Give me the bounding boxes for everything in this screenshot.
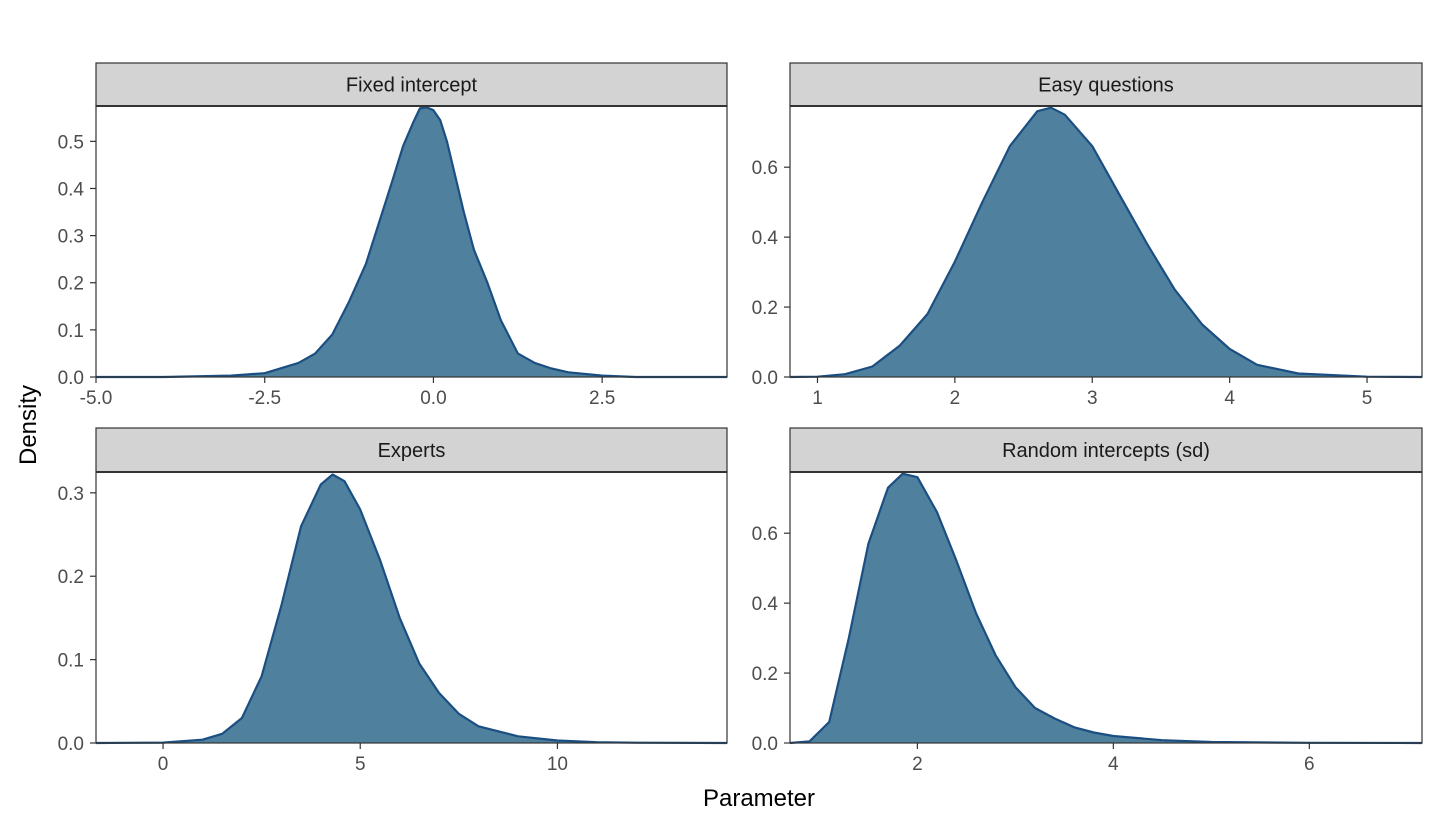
- x-tick-label: 5: [1362, 388, 1373, 409]
- panels: Fixed intercept -5.0 -2.5 0.0 2.5 0.0 0.1 0.2 0.…: [58, 62, 1423, 775]
- y-tick-label: 0.3: [58, 227, 84, 248]
- facet-strip-label: Fixed intercept: [346, 75, 478, 97]
- facet-strip-label: Random intercepts (sd): [1002, 440, 1210, 462]
- x-tick-label: 2: [950, 388, 961, 409]
- facet-panel: Random intercepts (sd) 2 4 6 0.0 0.2 0.4 0.6: [752, 427, 1423, 775]
- facet-strip: [95, 427, 728, 473]
- x-tick-label: 4: [1108, 754, 1119, 775]
- x-tick-label: 2: [912, 754, 923, 775]
- x-tick-label: -5.0: [80, 388, 113, 409]
- x-tick-label: -2.5: [248, 388, 281, 409]
- y-tick-label: 0.0: [58, 734, 84, 755]
- y-tick-label: 0.3: [58, 484, 84, 505]
- y-tick-label: 0.4: [752, 594, 779, 615]
- y-tick-label: 0.4: [58, 179, 85, 200]
- x-tick-label: 10: [547, 754, 568, 775]
- density-line: [789, 106, 1423, 379]
- x-tick-label: 1: [812, 388, 823, 409]
- density-area: [96, 474, 727, 743]
- x-tick-label: 2.5: [589, 388, 615, 409]
- y-tick-label: 0.2: [752, 298, 778, 319]
- y-tick-label: 0.2: [752, 664, 778, 685]
- facet-strip-label: Easy questions: [1038, 75, 1174, 97]
- facet-strip-label: Experts: [378, 440, 446, 462]
- facet-strip: [789, 427, 1423, 473]
- y-tick-label: 0.6: [752, 158, 778, 179]
- facet-panel: Experts 0 5 10 0.0 0.1 0.2 0.3: [58, 427, 728, 775]
- density-line: [95, 473, 728, 745]
- density-line: [789, 472, 1423, 745]
- facet-panel: Easy questions 1 2 3 4 5 0.0 0.2 0.4 0.6: [752, 62, 1423, 409]
- y-tick-label: 0.2: [58, 274, 84, 295]
- facet-panel: Fixed intercept -5.0 -2.5 0.0 2.5 0.0 0.1 0.2 0.…: [58, 62, 728, 409]
- y-tick-label: 0.0: [752, 734, 778, 755]
- x-axis-title: Parameter: [703, 785, 815, 812]
- facet-strip: [789, 62, 1423, 107]
- x-tick-label: 4: [1224, 388, 1235, 409]
- y-tick-label: 0.1: [58, 651, 84, 672]
- y-tick-label: 0.2: [58, 567, 84, 588]
- y-axis-title: Density: [15, 385, 42, 465]
- density-area: [790, 107, 1422, 377]
- x-tick-label: 5: [355, 754, 366, 775]
- density-line: [96, 106, 727, 379]
- density-area: [96, 107, 727, 378]
- x-tick-label: 6: [1304, 754, 1315, 775]
- y-tick-label: 0.1: [58, 321, 84, 342]
- x-tick-label: 3: [1087, 388, 1098, 409]
- y-tick-label: 0.0: [752, 368, 778, 389]
- y-tick-label: 0.6: [752, 524, 778, 545]
- y-tick-label: 0.0: [58, 368, 84, 389]
- x-tick-label: 0: [158, 754, 169, 775]
- y-tick-label: 0.5: [58, 132, 84, 153]
- x-tick-label: 0.0: [420, 388, 446, 409]
- y-tick-label: 0.4: [752, 228, 779, 249]
